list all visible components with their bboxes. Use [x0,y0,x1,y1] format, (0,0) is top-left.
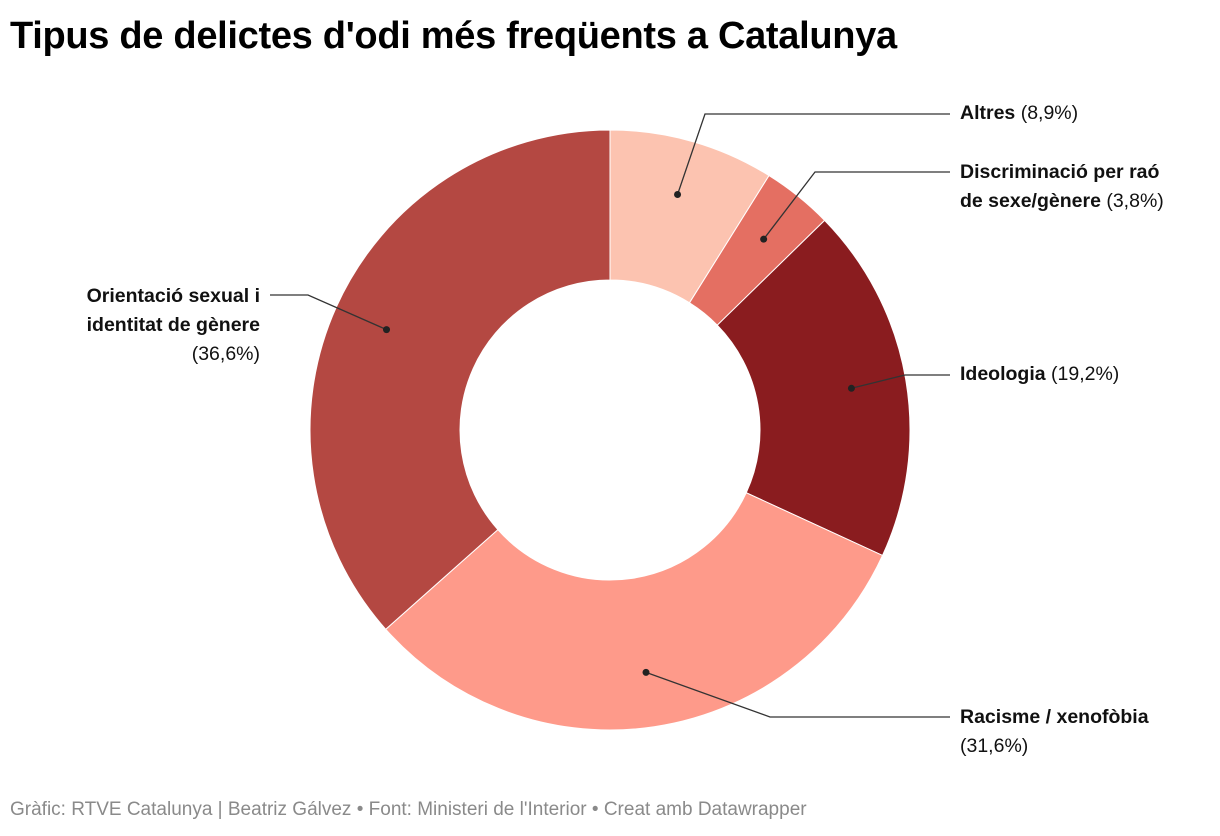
leader-dot-ideologia [847,384,855,392]
label-ideologia-name: Ideologia [960,363,1046,385]
label-discriminacio-name: Discriminació per raó [960,161,1160,183]
label-orientacio-name-line2: identitat de gènere [86,314,260,336]
slice-orientacio [309,129,611,630]
leader-dot-altres [674,190,682,198]
leader-dot-orientacio [383,326,391,334]
label-racisme: Racisme / xenofòbia (31,6%) [960,703,1149,761]
leader-line-orientacio [270,294,387,331]
label-discriminacio-name-line2: de sexe/gènere [960,190,1101,212]
label-orientacio: Orientació sexual i identitat de gènere … [20,282,260,369]
leader-line-discriminacio [763,171,950,240]
leader-line-ideologia [851,374,950,389]
label-ideologia-pct: (19,2%) [1051,363,1120,385]
label-altres-pct: (8,9%) [1020,102,1079,124]
label-altres: Altres (8,9%) [960,99,1078,128]
label-racisme-name: Racisme / xenofòbia [960,706,1149,728]
leader-line-altres [676,113,950,195]
label-discriminacio-pct: (3,8%) [1106,190,1164,212]
label-ideologia: Ideologia (19,2%) [960,360,1119,389]
label-racisme-pct: (31,6%) [960,735,1029,757]
leader-dot-discriminacio [760,235,768,243]
slice-racisme [385,492,884,731]
label-orientacio-pct: (36,6%) [191,343,260,365]
label-orientacio-name: Orientació sexual i [86,285,260,307]
footer-credits: Gràfic: RTVE Catalunya | Beatriz Gálvez … [10,799,807,820]
label-altres-name: Altres [960,102,1016,124]
chart-title: Tipus de delictes d'odi més freqüents a … [10,15,897,57]
slice-ideologia [716,219,911,557]
leader-dot-racisme [642,668,650,676]
leader-line-racisme [645,671,950,718]
label-discriminacio: Discriminació per raó de sexe/gènere (3,… [960,158,1164,216]
